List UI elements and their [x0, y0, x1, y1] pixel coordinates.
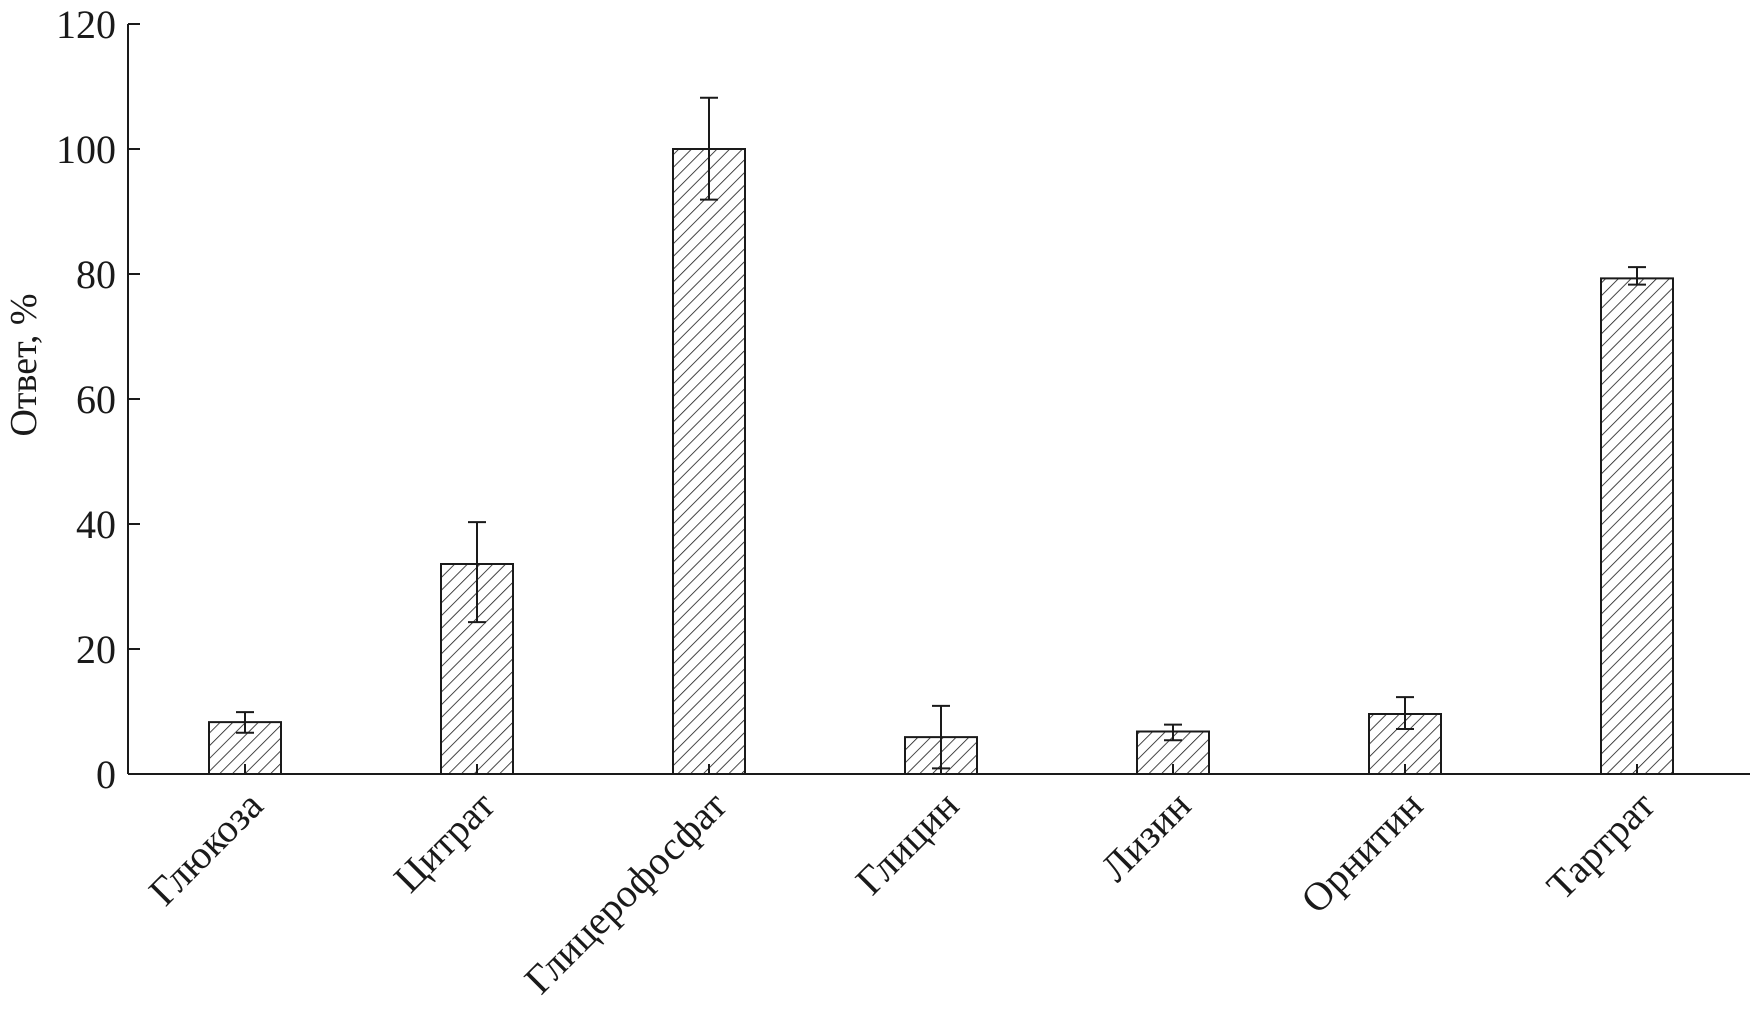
category-label: Цитрат: [385, 783, 503, 901]
bars: [208, 148, 1674, 775]
error-bar: [468, 521, 486, 624]
category-label: Тартрат: [1538, 783, 1664, 909]
error-bar: [236, 711, 254, 734]
y-tick-label: 120: [56, 2, 116, 47]
category-label: Орнитин: [1292, 783, 1431, 922]
y-tick-label: 40: [76, 502, 116, 547]
y-axis-ticks: 0 20 40 60 80 100 120: [56, 2, 140, 797]
error-bar: [1396, 696, 1414, 730]
bar: [1600, 277, 1674, 775]
y-tick-label: 80: [76, 252, 116, 297]
category-labels: Глюкоза Цитрат Глицерофосфат Глицин Лизин Орн…: [140, 764, 1663, 1002]
error-bar: [1628, 266, 1646, 286]
y-tick-label: 60: [76, 377, 116, 422]
bar: [672, 148, 746, 775]
category-label: Лизин: [1092, 783, 1200, 891]
y-tick-label: 0: [96, 752, 116, 797]
category-label: Глицерофосфат: [516, 783, 736, 1003]
error-bar: [700, 96, 718, 201]
error-bar: [1164, 723, 1182, 742]
y-axis-title: Ответ, %: [3, 293, 45, 436]
error-bars: [236, 96, 1646, 770]
category-label: Глюкоза: [140, 782, 272, 914]
axes: [127, 24, 1750, 775]
y-tick-label: 100: [56, 127, 116, 172]
category-label: Глицин: [847, 783, 968, 904]
y-tick-label: 20: [76, 627, 116, 672]
